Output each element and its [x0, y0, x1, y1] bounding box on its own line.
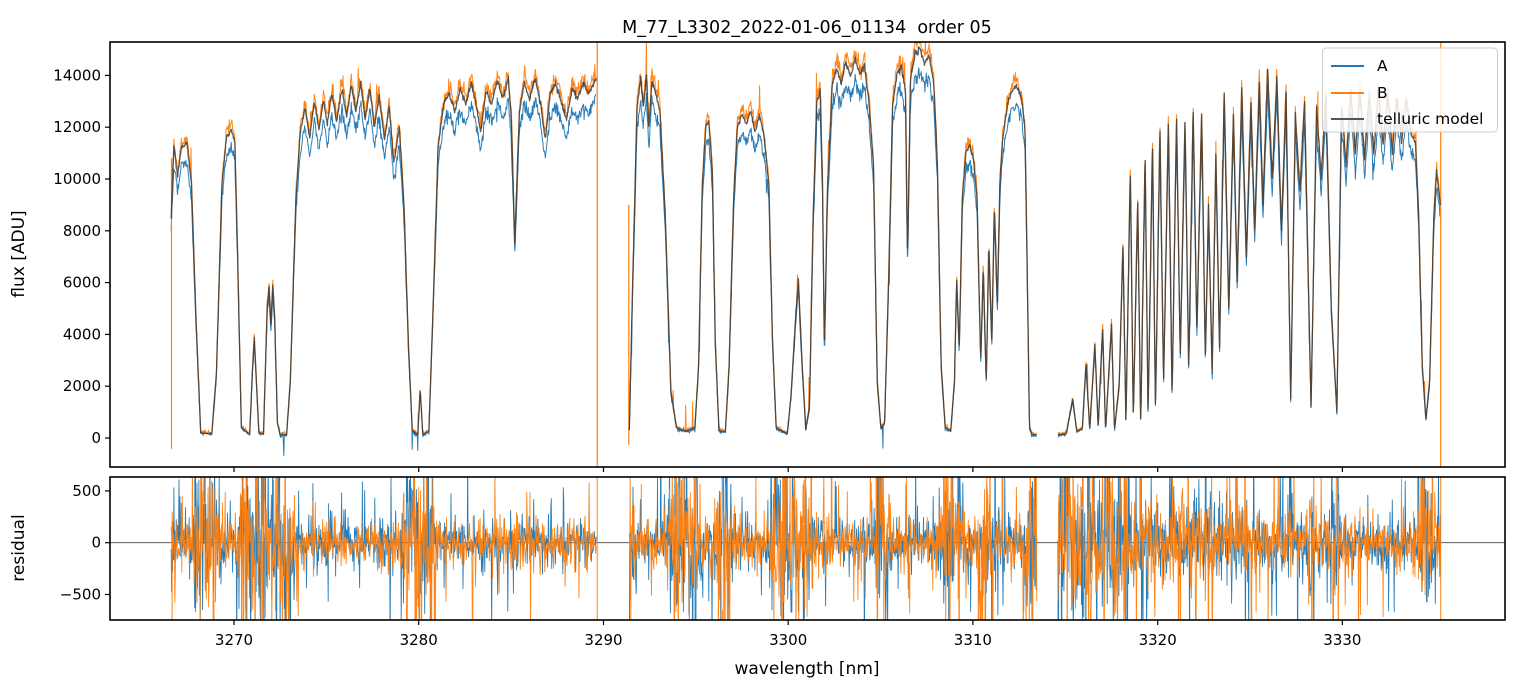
residual-panel-border	[109, 476, 1506, 621]
legend-label-a: A	[1377, 57, 1388, 75]
x-tick-label: 3280	[400, 631, 438, 649]
legend-label-telluric-model: telluric model	[1377, 110, 1483, 128]
legend: A B telluric model	[1322, 47, 1498, 133]
x-tick-label: 3270	[215, 631, 253, 649]
residual-b-segment-0	[170, 477, 597, 620]
legend-label-b: B	[1377, 84, 1388, 102]
plot-title: M_77_L3302_2022-01-06_01134 order 05	[622, 18, 992, 38]
legend-border	[1322, 47, 1498, 133]
residual-a-segment-1	[629, 477, 1038, 620]
residual-panel: −500 0 500	[60, 476, 1506, 621]
residual-tick-label: 0	[91, 534, 101, 552]
residual-panel-data	[110, 477, 1505, 620]
flux-tick-label: 14000	[53, 66, 101, 84]
residual-b-segment-2	[1057, 477, 1441, 620]
series-b-segment-0	[170, 64, 597, 436]
flux-tick-label: 6000	[63, 274, 101, 292]
x-tick-label: 3290	[584, 631, 622, 649]
flux-tick-label: 12000	[53, 118, 101, 136]
x-axis-tick-labels: 3270 3280 3290 3300 3310 3320 3330	[215, 631, 1362, 649]
x-tick-label: 3330	[1323, 631, 1361, 649]
x-axis-label: wavelength [nm]	[734, 659, 879, 679]
flux-tick-label: 8000	[63, 222, 101, 240]
series-a-segment-1	[628, 67, 1038, 449]
residual-tick-label: −500	[60, 586, 101, 604]
flux-tick-label: 10000	[53, 170, 101, 188]
x-axis-ticks	[233, 467, 1344, 625]
flux-axis-tick-labels: 0 2000 4000 6000 8000 10000 12000 14000	[53, 66, 101, 447]
residual-b-segment-1	[628, 477, 1038, 620]
flux-panel: 0 2000 4000 6000 8000 10000 12000 14000	[53, 41, 1506, 468]
x-tick-label: 3320	[1139, 631, 1177, 649]
flux-panel-border	[109, 41, 1506, 468]
flux-panel-data	[170, 42, 1442, 467]
residual-a-segment-0	[170, 477, 597, 620]
flux-axis-ticks	[105, 74, 110, 439]
flux-tick-label: 0	[91, 429, 101, 447]
residual-a-segment-2	[1057, 477, 1441, 620]
residual-axis-label: residual	[9, 514, 29, 581]
telluric-model-segment-1	[628, 46, 1037, 436]
flux-tick-label: 4000	[63, 325, 101, 343]
telluric-model-segment-0	[170, 75, 597, 436]
residual-axis-ticks	[105, 490, 110, 596]
residual-axis-tick-labels: −500 0 500	[60, 482, 101, 604]
residual-tick-label: 500	[72, 482, 101, 500]
flux-tick-label: 2000	[63, 377, 101, 395]
x-tick-label: 3310	[954, 631, 992, 649]
x-tick-label: 3300	[769, 631, 807, 649]
flux-axis-label: flux [ADU]	[9, 210, 29, 297]
